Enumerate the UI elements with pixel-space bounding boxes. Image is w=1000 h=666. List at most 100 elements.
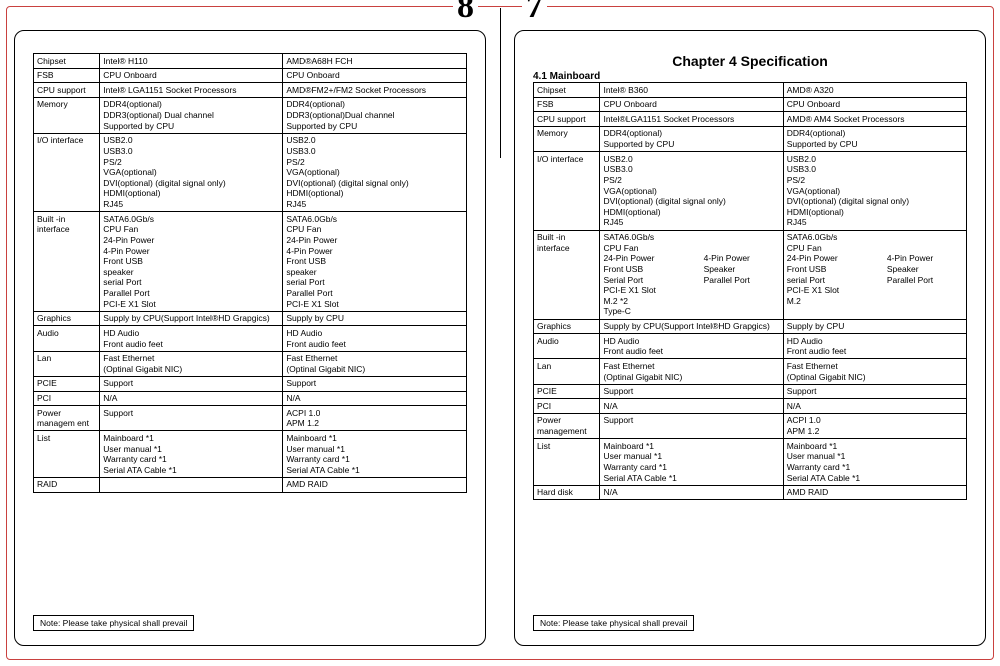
- row-label: PCIE: [534, 384, 600, 399]
- row-cell: Intel® H110: [100, 54, 283, 69]
- row-label: Chipset: [34, 54, 100, 69]
- row-cell: Intel® B360: [600, 83, 783, 98]
- row-label: CPU support: [534, 112, 600, 127]
- table-row: ListMainboard *1 User manual *1 Warranty…: [34, 431, 467, 478]
- row-cell: Mainboard *1 User manual *1 Warranty car…: [783, 439, 966, 486]
- row-cell: Support: [283, 376, 467, 391]
- row-cell: N/A: [600, 399, 783, 414]
- note-right: Note: Please take physical shall prevail: [533, 615, 694, 631]
- row-cell: SATA6.0Gb/s CPU Fan 24-Pin Power Front U…: [600, 230, 783, 319]
- table-row: PCIESupportSupport: [534, 384, 967, 399]
- row-label: Audio: [34, 326, 100, 351]
- row-cell-col: 4-Pin Power Speaker Parallel Port: [704, 232, 780, 317]
- row-cell-col: 4-Pin Power Speaker Parallel Port: [887, 232, 963, 306]
- page-number-left: 8: [453, 0, 478, 26]
- row-cell: DDR4(optional) DDR3(optional)Dual channe…: [283, 97, 467, 133]
- row-cell: AMD®A68H FCH: [283, 54, 467, 69]
- table-row: PCIN/AN/A: [34, 391, 467, 406]
- row-cell: USB2.0 USB3.0 PS/2 VGA(optional) DVI(opt…: [600, 152, 783, 230]
- row-label: Built -in interface: [534, 230, 600, 319]
- row-cell-col: SATA6.0Gb/s CPU Fan 24-Pin Power Front U…: [787, 232, 863, 306]
- row-cell: DDR4(optional) DDR3(optional) Dual chann…: [100, 97, 283, 133]
- table-row: FSBCPU OnboardCPU Onboard: [34, 68, 467, 83]
- row-label: PCI: [34, 391, 100, 406]
- row-label: RAID: [34, 477, 100, 492]
- table-row: MemoryDDR4(optional) DDR3(optional) Dual…: [34, 97, 467, 133]
- row-label: I/O interface: [34, 133, 100, 211]
- row-label: Chipset: [534, 83, 600, 98]
- table-row: ChipsetIntel® B360AMD® A320: [534, 83, 967, 98]
- row-cell: AMD RAID: [783, 485, 966, 500]
- row-cell: N/A: [283, 391, 467, 406]
- row-cell: CPU Onboard: [783, 97, 966, 112]
- table-row: AudioHD Audio Front audio feetHD Audio F…: [534, 334, 967, 359]
- row-cell: Support: [600, 384, 783, 399]
- row-cell: SATA6.0Gb/s CPU Fan 24-Pin Power Front U…: [783, 230, 966, 319]
- row-cell: DDR4(optional) Supported by CPU: [600, 126, 783, 151]
- row-label: Power managem ent: [34, 406, 100, 431]
- row-label: Memory: [534, 126, 600, 151]
- row-cell: N/A: [100, 391, 283, 406]
- row-cell: Support: [600, 413, 783, 438]
- row-cell: Intel®LGA1151 Socket Processors: [600, 112, 783, 127]
- row-label: Power management: [534, 413, 600, 438]
- table-row: ListMainboard *1 User manual *1 Warranty…: [534, 439, 967, 486]
- table-row: RAIDAMD RAID: [34, 477, 467, 492]
- spec-table-left: ChipsetIntel® H110AMD®A68H FCHFSBCPU Onb…: [33, 53, 467, 493]
- row-label: PCIE: [34, 376, 100, 391]
- row-label: Built -in interface: [34, 212, 100, 312]
- row-label: CPU support: [34, 83, 100, 98]
- table-row: Power managem entSupportACPI 1.0 APM 1.2: [34, 406, 467, 431]
- row-cell: SATA6.0Gb/s CPU Fan 24-Pin Power 4-Pin P…: [100, 212, 283, 312]
- spec-table-right: ChipsetIntel® B360AMD® A320FSBCPU Onboar…: [533, 82, 967, 500]
- note-left: Note: Please take physical shall prevail: [33, 615, 194, 631]
- table-row: I/O interfaceUSB2.0 USB3.0 PS/2 VGA(opti…: [534, 152, 967, 230]
- row-cell: HD Audio Front audio feet: [100, 326, 283, 351]
- row-cell: ACPI 1.0 APM 1.2: [283, 406, 467, 431]
- row-label: FSB: [34, 68, 100, 83]
- row-cell: CPU Onboard: [600, 97, 783, 112]
- row-cell: HD Audio Front audio feet: [783, 334, 966, 359]
- row-cell: Supply by CPU(Support Intel®HD Grapgics): [600, 319, 783, 334]
- row-cell: SATA6.0Gb/s CPU Fan 24-Pin Power 4-Pin P…: [283, 212, 467, 312]
- page-8: 8 ChipsetIntel® H110AMD®A68H FCHFSBCPU O…: [0, 0, 500, 666]
- row-cell: AMD® A320: [783, 83, 966, 98]
- row-cell: Support: [100, 406, 283, 431]
- row-label: I/O interface: [534, 152, 600, 230]
- table-row: CPU supportIntel®LGA1151 Socket Processo…: [534, 112, 967, 127]
- row-cell: Support: [783, 384, 966, 399]
- row-cell: AMD®FM2+/FM2 Socket Processors: [283, 83, 467, 98]
- row-cell: Mainboard *1 User manual *1 Warranty car…: [100, 431, 283, 478]
- row-cell: Fast Ethernet (Optinal Gigabit NIC): [600, 359, 783, 384]
- row-label: List: [534, 439, 600, 486]
- row-cell: Mainboard *1 User manual *1 Warranty car…: [283, 431, 467, 478]
- row-cell: N/A: [600, 485, 783, 500]
- table-row: GraphicsSupply by CPU(Support Intel®HD G…: [534, 319, 967, 334]
- section-title: 4.1 Mainboard: [533, 71, 967, 82]
- page-number-right: 7: [522, 0, 547, 26]
- table-row: AudioHD Audio Front audio feetHD Audio F…: [34, 326, 467, 351]
- table-row: Built -in interfaceSATA6.0Gb/s CPU Fan 2…: [34, 212, 467, 312]
- table-row: FSBCPU OnboardCPU Onboard: [534, 97, 967, 112]
- row-label: Audio: [534, 334, 600, 359]
- row-cell: Mainboard *1 User manual *1 Warranty car…: [600, 439, 783, 486]
- table-row: I/O interface USB2.0 USB3.0 PS/2 VGA(opti…: [34, 133, 467, 211]
- row-cell: Supply by CPU: [783, 319, 966, 334]
- row-label: Graphics: [534, 319, 600, 334]
- row-cell: N/A: [783, 399, 966, 414]
- row-label: Memory: [34, 97, 100, 133]
- row-cell: HD Audio Front audio feet: [600, 334, 783, 359]
- row-cell: Supply by CPU(Support Intel®HD Grapgics): [100, 311, 283, 326]
- row-cell: [100, 477, 283, 492]
- row-cell: Intel® LGA1151 Socket Processors: [100, 83, 283, 98]
- row-label: Hard disk: [534, 485, 600, 500]
- table-row: MemoryDDR4(optional) Supported by CPUDDR…: [534, 126, 967, 151]
- row-cell: USB2.0 USB3.0 PS/2 VGA(optional) DVI(opt…: [283, 133, 467, 211]
- row-cell: CPU Onboard: [283, 68, 467, 83]
- row-cell: USB2.0 USB3.0 PS/2 VGA(optional) DVI(opt…: [783, 152, 966, 230]
- table-row: Built -in interfaceSATA6.0Gb/s CPU Fan 2…: [534, 230, 967, 319]
- row-cell: Support: [100, 376, 283, 391]
- table-row: Hard diskN/AAMD RAID: [534, 485, 967, 500]
- table-row: CPU supportIntel® LGA1151 Socket Process…: [34, 83, 467, 98]
- table-row: ChipsetIntel® H110AMD®A68H FCH: [34, 54, 467, 69]
